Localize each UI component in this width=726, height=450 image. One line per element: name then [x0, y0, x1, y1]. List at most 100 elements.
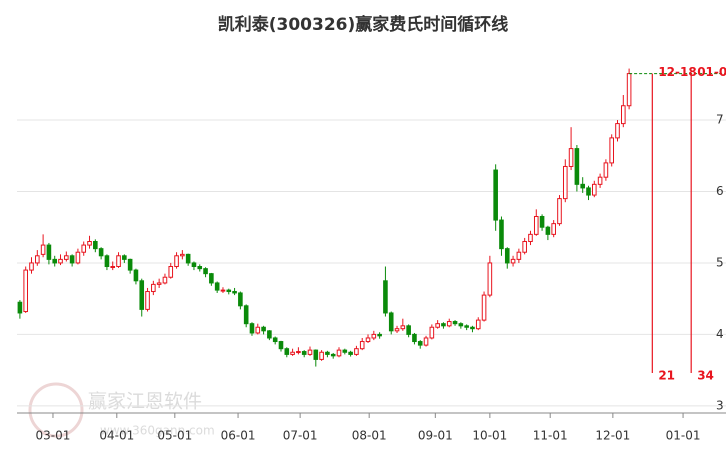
candle-body — [412, 333, 417, 343]
x-tick-label: 07-01 — [283, 429, 318, 443]
x-tick-label: 05-01 — [157, 429, 192, 443]
candle-body — [609, 137, 614, 164]
cycle-count-label: 21 — [658, 369, 675, 383]
candle-body — [458, 323, 464, 327]
x-tick-label: 08-01 — [352, 429, 387, 443]
candle-body — [255, 326, 261, 334]
candle-body — [574, 148, 580, 185]
candle-body — [394, 328, 400, 332]
candle-body — [562, 165, 568, 200]
candle-body — [261, 326, 266, 332]
candle-body — [470, 326, 475, 330]
x-tick-label: 09-01 — [418, 429, 453, 443]
candle-body — [516, 251, 522, 260]
candle-body — [452, 321, 458, 325]
y-tick-label: 7 — [716, 113, 724, 127]
candle-body — [330, 353, 336, 357]
candle-body — [209, 273, 214, 284]
candle-body — [93, 241, 98, 250]
watermark-logo — [28, 382, 84, 438]
watermark-url: www.360gann.com — [100, 424, 215, 438]
candle-body — [52, 258, 58, 264]
candle-body — [64, 255, 69, 260]
candle-body — [35, 255, 40, 264]
candle-body — [29, 262, 34, 271]
candle-body — [191, 262, 197, 268]
candle-body — [307, 349, 313, 355]
candle-body — [296, 351, 301, 354]
candle-body — [110, 266, 116, 269]
candle-body — [313, 349, 319, 360]
x-tick-label: 03-01 — [36, 429, 71, 443]
candle-body — [272, 337, 278, 343]
candle-body — [69, 255, 75, 264]
candle-body — [528, 233, 533, 243]
candle-body — [278, 341, 284, 350]
candle-body — [481, 294, 487, 321]
watermark-name: 赢家江恩软件 — [88, 391, 202, 413]
candle-body — [220, 289, 226, 292]
candle-body — [383, 280, 388, 314]
y-tick-label: 3 — [716, 398, 724, 412]
candle-body — [23, 269, 29, 313]
candle-body — [423, 337, 429, 346]
candle-body — [180, 253, 185, 257]
candle-body — [87, 241, 92, 246]
candle-body — [116, 255, 121, 268]
candle-body — [226, 289, 232, 293]
x-tick-label: 10-01 — [472, 429, 507, 443]
candle-body — [336, 349, 342, 357]
candle-body — [162, 276, 168, 284]
candle-body — [429, 326, 435, 339]
candle-body — [446, 321, 452, 327]
candle-body — [197, 266, 203, 270]
candle-body — [580, 183, 585, 189]
cycle-date-label: 01-06 — [697, 65, 726, 79]
candle-body — [435, 323, 440, 328]
candle-body — [290, 351, 295, 355]
candle-body — [185, 253, 191, 264]
candle-body — [510, 258, 516, 264]
candle-body — [493, 169, 498, 221]
candle-body — [504, 248, 510, 264]
candle-body — [238, 292, 243, 307]
candle-body — [551, 223, 556, 235]
x-tick-label: 11-01 — [533, 429, 568, 443]
candle-body — [615, 123, 620, 139]
x-tick-label: 12-01 — [595, 429, 630, 443]
x-tick-label: 04-01 — [99, 429, 134, 443]
candle-body — [58, 258, 63, 264]
x-tick-label: 01-01 — [666, 429, 701, 443]
candle-body — [232, 291, 237, 294]
candle-body — [406, 325, 411, 335]
candle-body — [388, 312, 394, 332]
y-tick-label: 6 — [716, 184, 724, 198]
candle-body — [522, 241, 527, 253]
candle-body — [348, 351, 353, 355]
y-tick-label: 5 — [716, 255, 724, 269]
candle-body — [81, 244, 87, 253]
candle-body — [586, 187, 591, 196]
candle-body — [122, 255, 127, 260]
candle-body — [400, 325, 406, 330]
candle-body — [249, 323, 255, 334]
candle-body — [267, 330, 272, 339]
candle-body — [319, 351, 324, 360]
candle-body — [539, 215, 545, 228]
candle-body — [603, 162, 609, 178]
candle-body — [98, 248, 104, 257]
candle-body — [475, 319, 481, 330]
candle-body — [325, 351, 330, 355]
candle-body — [626, 73, 632, 107]
candle-body — [359, 341, 365, 350]
candle-body — [557, 198, 562, 225]
candle-body — [46, 244, 52, 260]
candle-body — [533, 215, 539, 235]
cycle-count-label: 34 — [697, 369, 714, 383]
candle-body — [441, 323, 446, 327]
candle-body — [545, 226, 551, 235]
candle-body — [499, 219, 504, 250]
candle-body — [174, 255, 179, 268]
candle-body — [568, 148, 574, 167]
candle-body — [487, 262, 493, 296]
